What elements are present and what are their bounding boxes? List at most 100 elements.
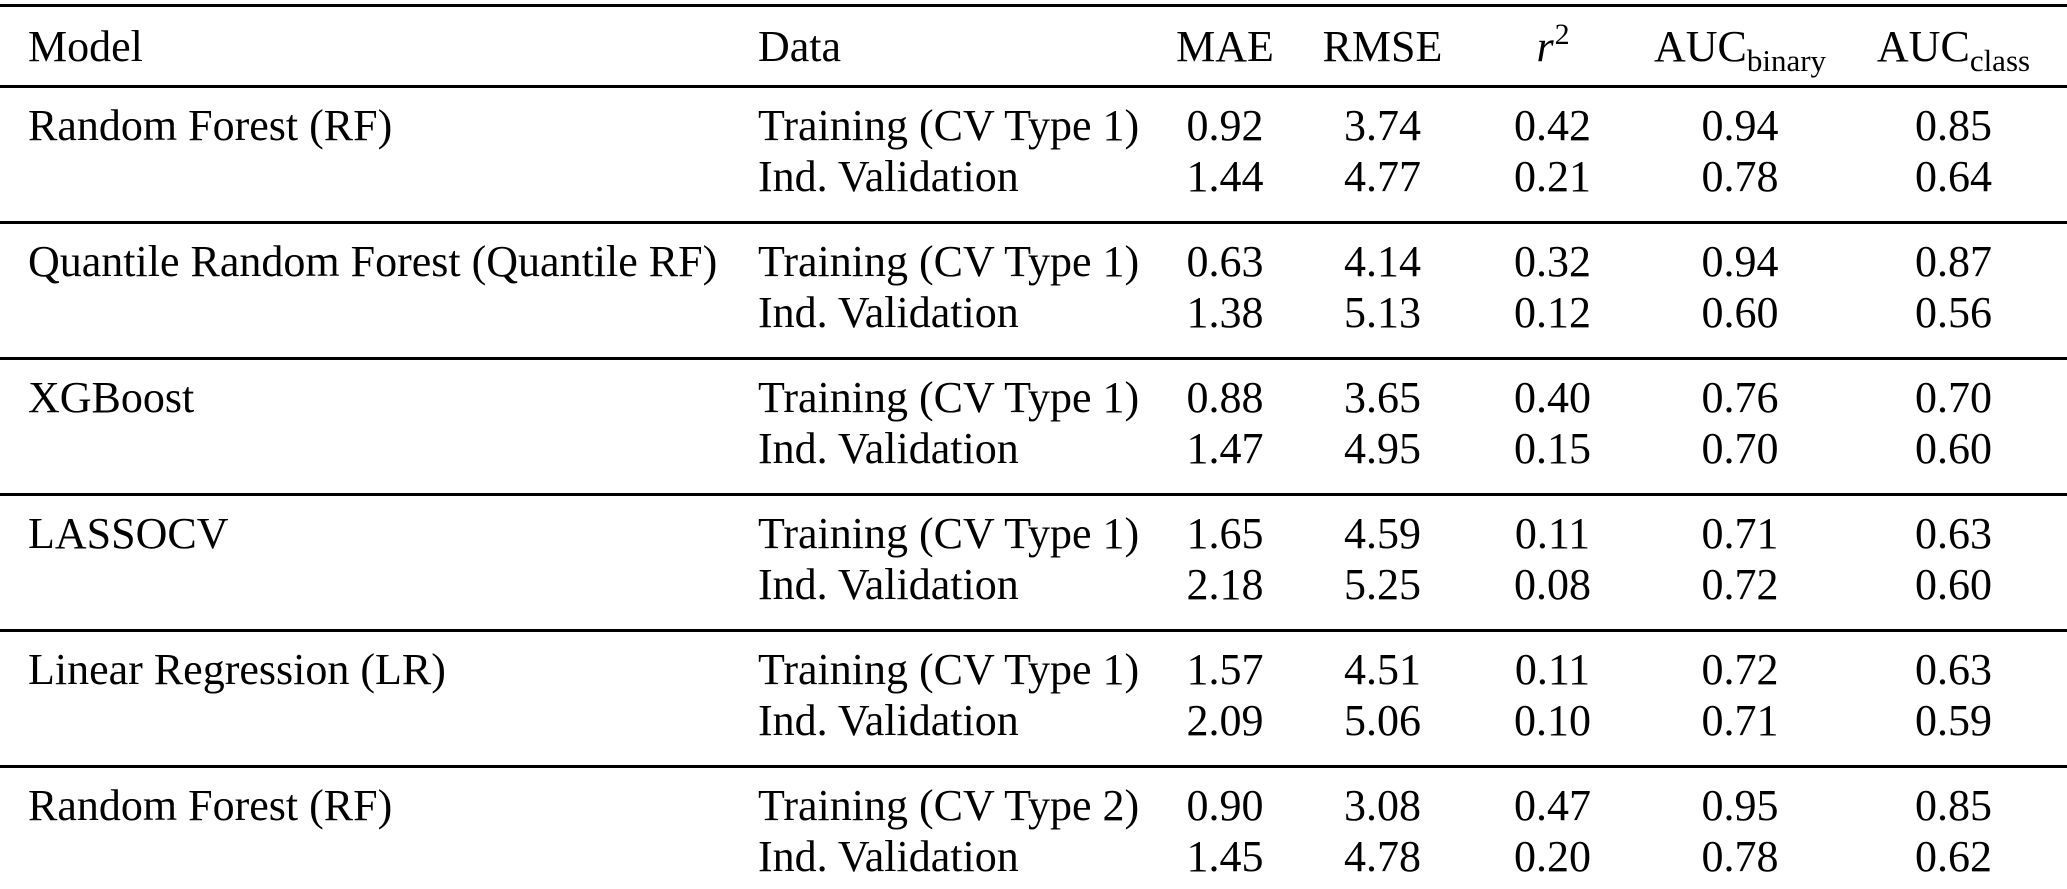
auc_class-cell: 0.63 xyxy=(1915,509,1992,558)
rmse-cell: 3.08 xyxy=(1344,781,1421,830)
r2-cell: 0.10 xyxy=(1514,696,1591,745)
model-cell xyxy=(0,151,730,223)
auc_binary-cell: 0.94 xyxy=(1701,101,1779,150)
rmse-cell: 3.74 xyxy=(1344,101,1421,150)
auc_binary-cell: 0.72 xyxy=(1701,645,1779,694)
table-row: Ind. Validation 1.38 5.13 0.12 0.60 0.56 xyxy=(0,287,2067,359)
auc_binary-cell: 0.78 xyxy=(1701,152,1779,201)
auc_binary-cell: 0.72 xyxy=(1701,560,1779,609)
results-table: Model Data MAE RMSE r2 AUCbinary AUCclass Rand… xyxy=(0,4,2067,889)
model-cell: LASSOCV xyxy=(28,509,229,558)
auc_class-cell: 0.62 xyxy=(1915,832,1992,881)
r2-cell: 0.11 xyxy=(1514,509,1591,558)
auc_binary-cell: 0.71 xyxy=(1701,696,1779,745)
model-cell xyxy=(0,559,730,631)
rmse-cell: 4.51 xyxy=(1344,645,1421,694)
auc_class-cell: 0.63 xyxy=(1915,645,1992,694)
data-cell: Training (CV Type 1) xyxy=(758,373,1140,422)
column-header-mae: MAE xyxy=(1150,5,1300,88)
data-cell: Ind. Validation xyxy=(758,832,1019,881)
mae-cell: 1.65 xyxy=(1186,509,1264,558)
column-header-data: Data xyxy=(730,5,1150,88)
mae-cell: 0.90 xyxy=(1186,781,1264,830)
data-cell: Training (CV Type 1) xyxy=(758,645,1140,694)
column-header-auc_class: AUCclass xyxy=(1840,5,2067,88)
auc_binary-cell: 0.94 xyxy=(1701,237,1779,286)
table-row: Linear Regression (LR) Training (CV Type … xyxy=(0,631,2067,696)
table-header: Model Data MAE RMSE r2 AUCbinary AUCclass xyxy=(0,5,2067,88)
header-label: RMSE xyxy=(1322,21,1443,71)
header-label: r xyxy=(1536,21,1554,71)
header-label: Model xyxy=(28,21,143,71)
rmse-cell: 5.25 xyxy=(1344,560,1421,609)
auc_binary-cell: 0.95 xyxy=(1701,781,1779,830)
column-header-model: Model xyxy=(0,5,730,88)
mae-cell: 0.63 xyxy=(1186,237,1264,286)
model-cell xyxy=(0,423,730,495)
model-cell: Random Forest (RF) xyxy=(28,101,393,150)
mae-cell: 1.45 xyxy=(1186,832,1264,881)
data-cell: Ind. Validation xyxy=(758,424,1019,473)
mae-cell: 1.57 xyxy=(1186,645,1264,694)
data-cell: Ind. Validation xyxy=(758,696,1019,745)
auc_class-cell: 0.87 xyxy=(1915,237,1992,286)
auc_class-cell: 0.59 xyxy=(1915,696,1992,745)
table-row: XGBoost Training (CV Type 1) 0.88 3.65 0.40 0… xyxy=(0,359,2067,424)
table-row: Ind. Validation 1.45 4.78 0.20 0.78 0.62 xyxy=(0,831,2067,889)
auc_class-cell: 0.60 xyxy=(1915,560,1992,609)
rmse-cell: 4.78 xyxy=(1344,832,1421,881)
rmse-cell: 5.06 xyxy=(1344,696,1421,745)
auc_class-cell: 0.64 xyxy=(1915,152,1992,201)
rmse-cell: 4.14 xyxy=(1344,237,1421,286)
rmse-cell: 5.13 xyxy=(1344,288,1421,337)
header-label: MAE xyxy=(1176,21,1274,71)
r2-cell: 0.40 xyxy=(1514,373,1591,422)
header-subscript: class xyxy=(1969,42,2031,78)
auc_binary-cell: 0.78 xyxy=(1701,832,1779,881)
column-header-rmse: RMSE xyxy=(1300,5,1465,88)
data-cell: Training (CV Type 1) xyxy=(758,237,1140,286)
header-label: AUC xyxy=(1876,21,1970,71)
header-subscript: binary xyxy=(1746,42,1827,78)
model-cell xyxy=(0,831,730,889)
model-cell: Quantile Random Forest (Quantile RF) xyxy=(28,237,718,286)
table-row: Quantile Random Forest (Quantile RF) Trai… xyxy=(0,223,2067,288)
model-cell xyxy=(0,695,730,767)
rmse-cell: 4.95 xyxy=(1344,424,1421,473)
header-row: Model Data MAE RMSE r2 AUCbinary AUCclass xyxy=(0,5,2067,88)
model-group: LASSOCV Training (CV Type 1) 1.65 4.59 0.11 0… xyxy=(0,494,2067,631)
r2-cell: 0.15 xyxy=(1514,424,1591,473)
r2-cell: 0.11 xyxy=(1514,645,1591,694)
model-cell xyxy=(0,287,730,359)
auc_binary-cell: 0.71 xyxy=(1701,509,1779,558)
auc_class-cell: 0.85 xyxy=(1915,101,1992,150)
auc_class-cell: 0.60 xyxy=(1915,424,1992,473)
table-row: LASSOCV Training (CV Type 1) 1.65 4.59 0.11 0… xyxy=(0,495,2067,560)
model-cell: XGBoost xyxy=(28,373,195,422)
model-group: Quantile Random Forest (Quantile RF) Trai… xyxy=(0,222,2067,359)
auc_binary-cell: 0.76 xyxy=(1701,373,1779,422)
header-superscript: 2 xyxy=(1554,17,1570,51)
auc_binary-cell: 0.60 xyxy=(1701,288,1779,337)
data-cell: Ind. Validation xyxy=(758,560,1019,609)
model-cell: Linear Regression (LR) xyxy=(28,645,446,694)
table-row: Ind. Validation 2.18 5.25 0.08 0.72 0.60 xyxy=(0,559,2067,631)
rmse-cell: 4.77 xyxy=(1344,152,1421,201)
auc_binary-cell: 0.70 xyxy=(1701,424,1779,473)
table-row: Ind. Validation 1.44 4.77 0.21 0.78 0.64 xyxy=(0,151,2067,223)
table-row: Ind. Validation 1.47 4.95 0.15 0.70 0.60 xyxy=(0,423,2067,495)
table-row: Random Forest (RF) Training (CV Type 2) 0.… xyxy=(0,767,2067,832)
table-row: Random Forest (RF) Training (CV Type 1) 0.… xyxy=(0,87,2067,152)
mae-cell: 0.88 xyxy=(1186,373,1264,422)
data-cell: Training (CV Type 1) xyxy=(758,509,1140,558)
auc_class-cell: 0.70 xyxy=(1915,373,1992,422)
auc_class-cell: 0.85 xyxy=(1915,781,1992,830)
column-header-auc_binary: AUCbinary xyxy=(1640,5,1840,88)
data-cell: Training (CV Type 1) xyxy=(758,101,1140,150)
model-group: Random Forest (RF) Training (CV Type 1) 0.… xyxy=(0,87,2067,223)
model-group: Random Forest (RF) Training (CV Type 2) 0.… xyxy=(0,766,2067,889)
data-cell: Training (CV Type 2) xyxy=(758,781,1140,830)
rmse-cell: 4.59 xyxy=(1344,509,1421,558)
r2-cell: 0.47 xyxy=(1514,781,1591,830)
